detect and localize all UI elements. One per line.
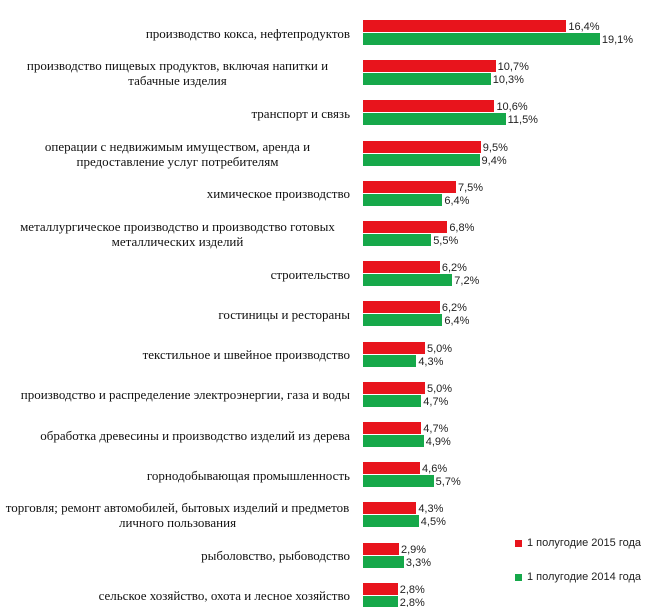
value-label: 7,2% [454, 275, 480, 288]
value-label: 4,6% [422, 463, 448, 476]
category-label: рыболовство, рыбоводство [201, 548, 350, 564]
bar [363, 422, 422, 434]
bar [363, 193, 443, 206]
bar [363, 582, 398, 595]
legend-label: 1 полугодие 2015 года [527, 537, 642, 549]
category-label: строительство [270, 266, 350, 282]
value-label: 6,4% [444, 194, 470, 207]
value-label: 10,7% [497, 61, 529, 74]
value-label: 5,0% [427, 382, 453, 395]
bar [363, 301, 440, 314]
value-label: 4,3% [418, 503, 444, 516]
bar [363, 140, 481, 153]
category-label-row: металлургическое производство и производ… [0, 214, 350, 254]
category-label-row: операции с недвижимым имуществом, аренда… [0, 134, 350, 174]
category-label-row: горнодобывающая промышленность [0, 455, 350, 495]
category-label: химическое производство [206, 186, 350, 202]
bar [363, 394, 422, 407]
bar [363, 113, 506, 126]
value-label: 2,8% [399, 583, 425, 596]
bar [363, 100, 495, 113]
value-label: 7,5% [458, 181, 484, 194]
bar [363, 33, 600, 45]
category-label: торговля; ремонт автомобилей, бытовых из… [5, 500, 350, 531]
bar [363, 153, 480, 166]
legend-item: 1 полугодие 2014 года [515, 571, 641, 583]
bar [363, 261, 440, 274]
category-label: транспорт и связь [251, 105, 350, 121]
category-label: сельское хозяйство, охота и лесное хозяй… [98, 588, 350, 604]
category-label-row: обработка древесины и производство издел… [0, 415, 350, 455]
category-label: операции с недвижимым имуществом, аренда… [44, 138, 311, 169]
value-label: 10,6% [496, 101, 528, 114]
bar [363, 542, 399, 555]
value-label: 2,9% [400, 543, 427, 556]
value-label: 5,5% [433, 235, 459, 247]
bar [363, 354, 417, 367]
category-label-row: производство пищевых продуктов, включая … [0, 53, 350, 93]
bar [363, 274, 453, 287]
bar [363, 341, 425, 354]
category-label: обработка древесины и производство издел… [40, 427, 350, 443]
value-label: 5,7% [435, 476, 461, 489]
legend-swatch [515, 573, 522, 581]
category-label-row: строительство [0, 254, 350, 294]
value-label: 19,1% [601, 34, 634, 46]
bar [363, 221, 448, 233]
value-label: 10,3% [492, 74, 524, 87]
value-label: 6,4% [444, 315, 470, 328]
category-label-row: химическое производство [0, 174, 350, 214]
bar [363, 20, 567, 32]
value-label: 6,8% [449, 222, 475, 234]
category-label-row: текстильное и швейное производство [0, 335, 350, 375]
value-label: 4,9% [425, 436, 451, 448]
value-label: 4,5% [420, 516, 446, 529]
bar [363, 180, 456, 193]
value-label: 9,4% [481, 154, 507, 167]
bar [363, 555, 404, 568]
bar [363, 595, 398, 607]
bar [363, 435, 424, 447]
category-label: горнодобывающая промышленность [146, 467, 350, 483]
value-label: 4,7% [423, 395, 449, 408]
bar [363, 515, 419, 528]
bar [363, 60, 496, 73]
category-label-row: производство и распределение электроэнер… [0, 375, 350, 415]
category-label: производство и распределение электроэнер… [20, 387, 350, 403]
value-label: 2,8% [399, 596, 425, 607]
category-label: производство пищевых продуктов, включая … [26, 58, 329, 89]
category-label-row: рыболовство, рыбоводство [0, 536, 350, 576]
value-label: 4,7% [423, 423, 449, 435]
value-label: 16,4% [568, 21, 600, 33]
category-label: текстильное и швейное производство [142, 347, 350, 363]
value-label: 6,2% [441, 302, 467, 315]
category-label: металлургическое производство и производ… [20, 219, 335, 249]
value-label: 11,5% [507, 114, 538, 127]
bar [363, 475, 434, 488]
value-label: 4,3% [418, 355, 444, 368]
legend-label: 1 полугодие 2014 года [527, 571, 642, 583]
bar [363, 381, 425, 394]
value-label: 5,0% [427, 342, 453, 355]
bar [363, 462, 421, 475]
category-label-row: торговля; ремонт автомобилей, бытовых из… [0, 495, 350, 535]
legend-swatch [515, 539, 522, 547]
value-label: 9,5% [482, 141, 508, 154]
category-label: производство кокса, нефтепродуктов [145, 25, 350, 41]
bar [363, 314, 443, 327]
category-label: гостиницы и рестораны [218, 306, 350, 322]
value-label: 6,2% [441, 262, 467, 275]
bar [363, 502, 417, 515]
legend-item: 1 полугодие 2015 года [515, 537, 641, 549]
category-label-row: транспорт и связь [0, 93, 350, 133]
category-label-row: сельское хозяйство, охота и лесное хозяй… [0, 576, 350, 607]
bar [363, 73, 491, 86]
category-label-row: производство кокса, нефтепродуктов [0, 13, 350, 53]
bar [363, 234, 432, 246]
category-label-row: гостиницы и рестораны [0, 294, 350, 334]
value-label: 3,3% [405, 556, 431, 569]
